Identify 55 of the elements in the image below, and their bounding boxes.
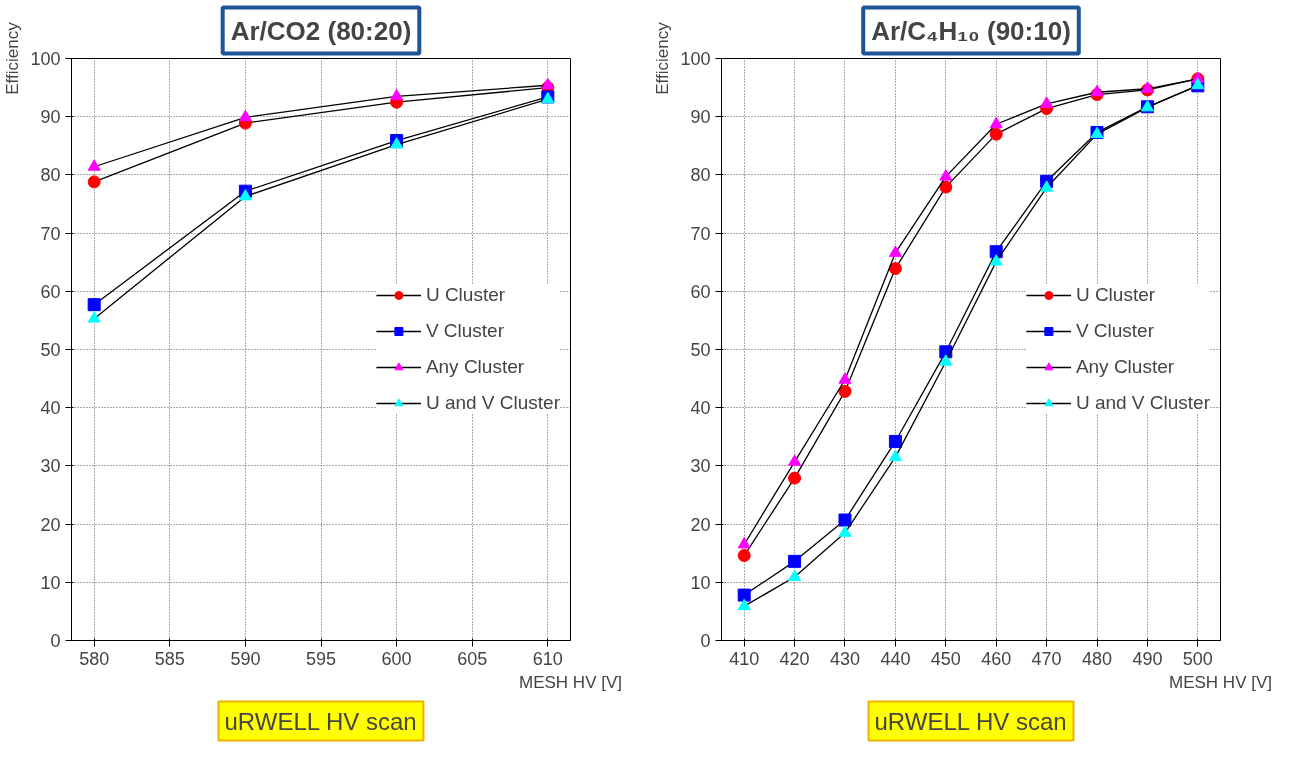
x-tick-label: 500 bbox=[1182, 648, 1213, 669]
y-tick-label: 10 bbox=[690, 572, 711, 593]
y-tick-label: 70 bbox=[690, 223, 711, 244]
text: uRWELL HV scan bbox=[874, 707, 1067, 735]
x-tick-label: 610 bbox=[532, 648, 563, 669]
x-tick-label: 600 bbox=[381, 648, 412, 669]
y-tick-label: 80 bbox=[40, 165, 61, 186]
x-tick-label: 460 bbox=[981, 648, 1012, 669]
x-tick-label: 585 bbox=[154, 648, 185, 669]
legend-label: Any Cluster bbox=[425, 356, 525, 378]
x-axis-title: MESH HV [V] bbox=[519, 672, 622, 692]
y-tick-label: 90 bbox=[690, 107, 711, 128]
y-tick-label: 40 bbox=[40, 398, 61, 419]
y-tick-label: 80 bbox=[690, 165, 711, 186]
y-tick-label: 60 bbox=[40, 281, 61, 302]
text: uRWELL HV scan bbox=[224, 707, 417, 735]
y-tick-label: 50 bbox=[690, 340, 711, 360]
legend-label: U Cluster bbox=[425, 284, 506, 306]
x-tick-label: 440 bbox=[880, 648, 911, 669]
y-tick-label: 10 bbox=[40, 572, 61, 593]
y-tick-label: 100 bbox=[30, 49, 61, 69]
x-tick-label: 490 bbox=[1132, 648, 1163, 669]
legend-label: V Cluster bbox=[1075, 320, 1155, 342]
legend-label: U and V Cluster bbox=[425, 392, 560, 414]
legend-label: U and V Cluster bbox=[1075, 392, 1210, 414]
y-axis-title: Efficiency bbox=[3, 21, 23, 95]
chart-title: Ar/C₄H₁₀ (90:10) bbox=[871, 15, 1071, 46]
y-tick-label: 50 bbox=[40, 340, 61, 360]
y-tick-label: 60 bbox=[690, 281, 711, 302]
x-tick-label: 430 bbox=[829, 648, 861, 669]
y-axis-title: Efficiency bbox=[653, 21, 673, 95]
chart-title: Ar/CO2 (80:20) bbox=[230, 15, 412, 46]
y-tick-label: 70 bbox=[40, 223, 61, 244]
y-tick-label: 0 bbox=[50, 631, 61, 651]
y-tick-label: 30 bbox=[40, 456, 61, 477]
x-axis-title: MESH HV [V] bbox=[1169, 672, 1272, 692]
legend-label: U Cluster bbox=[1075, 284, 1156, 306]
x-tick-label: 580 bbox=[79, 648, 110, 669]
y-tick-label: 20 bbox=[40, 514, 61, 535]
x-tick-label: 605 bbox=[457, 648, 488, 669]
x-tick-label: 420 bbox=[779, 648, 810, 669]
y-tick-label: 100 bbox=[680, 49, 711, 69]
x-tick-label: 480 bbox=[1081, 648, 1113, 669]
x-tick-label: 595 bbox=[305, 648, 337, 669]
y-tick-label: 40 bbox=[690, 398, 711, 419]
x-tick-label: 410 bbox=[729, 648, 760, 669]
legend-label: Any Cluster bbox=[1075, 356, 1175, 378]
x-tick-label: 590 bbox=[230, 648, 261, 669]
y-tick-label: 0 bbox=[700, 631, 711, 651]
y-tick-label: 20 bbox=[690, 514, 711, 535]
x-tick-label: 450 bbox=[930, 648, 961, 669]
y-tick-label: 30 bbox=[690, 456, 711, 477]
x-tick-label: 470 bbox=[1031, 648, 1062, 669]
legend-label: V Cluster bbox=[425, 320, 505, 342]
y-tick-label: 90 bbox=[40, 107, 61, 128]
